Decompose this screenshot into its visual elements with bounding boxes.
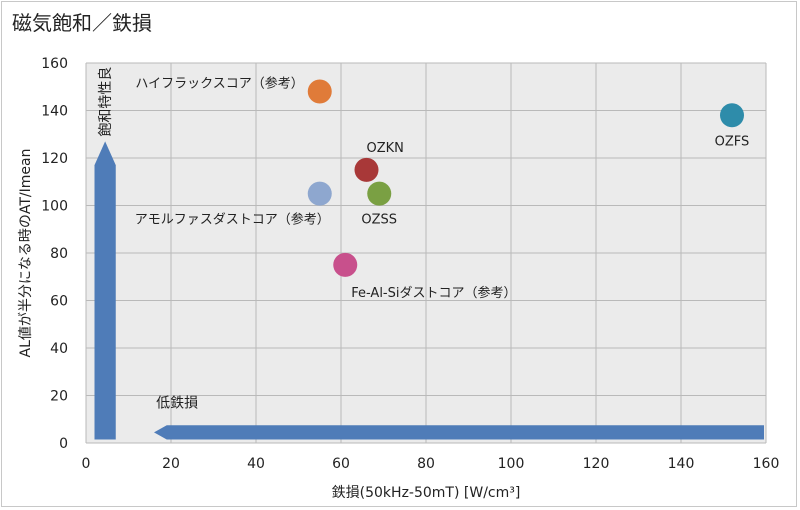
x-axis-label: 鉄損(50kHz-50mT) [W/cm³]: [332, 485, 521, 501]
y-tick-label: 60: [50, 294, 68, 310]
y-axis-label: AL値が半分になる時のAT/Imean: [18, 149, 34, 358]
point-label: Fe-Al-Siダストコア（参考）: [351, 285, 516, 301]
data-point: [333, 252, 358, 277]
y-tick-label: 0: [59, 436, 68, 452]
data-points: [307, 79, 744, 277]
x-tick-labels: 0 20 40 60 80 100 120 140 160: [82, 456, 780, 472]
horizontal-arrow: [154, 425, 764, 440]
point-label: OZFS: [715, 134, 750, 149]
point-label: OZSS: [361, 213, 397, 228]
y-tick-label: 80: [50, 246, 68, 262]
data-point: [720, 103, 744, 128]
y-tick-label: 20: [50, 389, 68, 405]
x-tick-label: 0: [82, 456, 91, 472]
x-tick-label: 40: [247, 456, 265, 472]
x-tick-label: 140: [668, 456, 695, 472]
vertical-arrow: [94, 141, 116, 440]
y-tick-label: 100: [41, 199, 68, 215]
horizontal-arrow-label: 低鉄損: [156, 395, 198, 411]
grid-lines: [85, 62, 767, 444]
point-label: アモルファスダストコア（参考）: [135, 212, 330, 228]
x-tick-label: 60: [332, 456, 350, 472]
y-tick-label: 140: [41, 104, 68, 120]
data-point: [307, 79, 332, 104]
chart-title: 磁気飽和／鉄損: [12, 11, 152, 35]
x-tick-label: 160: [753, 456, 780, 472]
vertical-arrow-label: 飽和特性良: [97, 67, 114, 137]
data-point: [354, 157, 379, 182]
y-tick-labels: 0 20 40 60 80 100 120 140 160: [41, 56, 68, 452]
y-tick-label: 120: [41, 151, 68, 167]
y-tick-label: 40: [50, 341, 68, 357]
data-point: [307, 181, 332, 206]
point-labels: ハイフラックスコア（参考） OZKN アモルファスダストコア（参考） OZSS Fe-A…: [135, 76, 750, 301]
x-tick-label: 80: [417, 456, 435, 472]
data-point: [367, 181, 392, 206]
point-label: ハイフラックスコア（参考）: [135, 76, 303, 92]
x-tick-label: 20: [162, 456, 180, 472]
x-tick-label: 100: [498, 456, 525, 472]
x-tick-label: 120: [583, 456, 610, 472]
y-tick-label: 160: [41, 56, 68, 72]
point-label: OZKN: [367, 141, 404, 156]
